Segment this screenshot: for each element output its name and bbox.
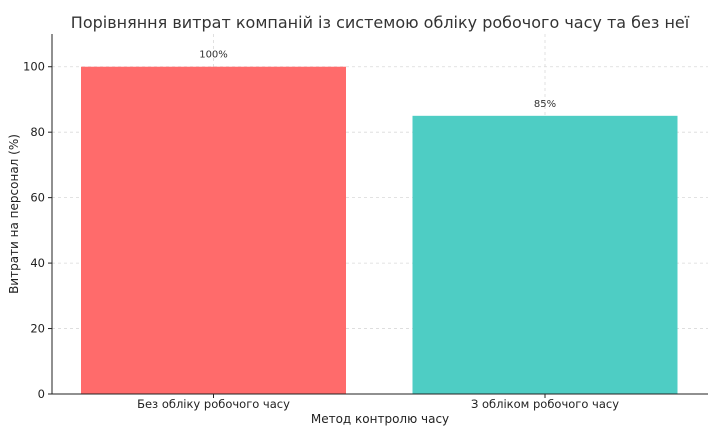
chart-title: Порівняння витрат компаній із системою о… xyxy=(71,13,690,32)
y-tick-label-20: 20 xyxy=(30,322,45,336)
bars xyxy=(81,66,678,395)
y-tick-label-40: 40 xyxy=(30,256,45,270)
y-tick-label-60: 60 xyxy=(30,191,45,205)
x-axis-label: Метод контролю часу xyxy=(311,412,449,426)
x-tick-label-1: З обліком робочого часу xyxy=(471,397,619,411)
x-tick-label-0: Без обліку робочого часу xyxy=(137,397,290,411)
axes xyxy=(48,34,708,398)
y-tick-label-0: 0 xyxy=(38,387,45,401)
bar-0 xyxy=(81,66,346,395)
data-label-1: 85% xyxy=(534,99,556,110)
labels: 0 20 40 60 80 100 Без обліку робочого часу З об… xyxy=(23,50,619,411)
bar-1 xyxy=(412,115,678,395)
y-tick-label-100: 100 xyxy=(23,60,45,74)
data-label-0: 100% xyxy=(199,50,228,61)
y-tick-label-80: 80 xyxy=(30,125,45,139)
y-axis-label: Витрати на персонал (%) xyxy=(7,134,21,294)
